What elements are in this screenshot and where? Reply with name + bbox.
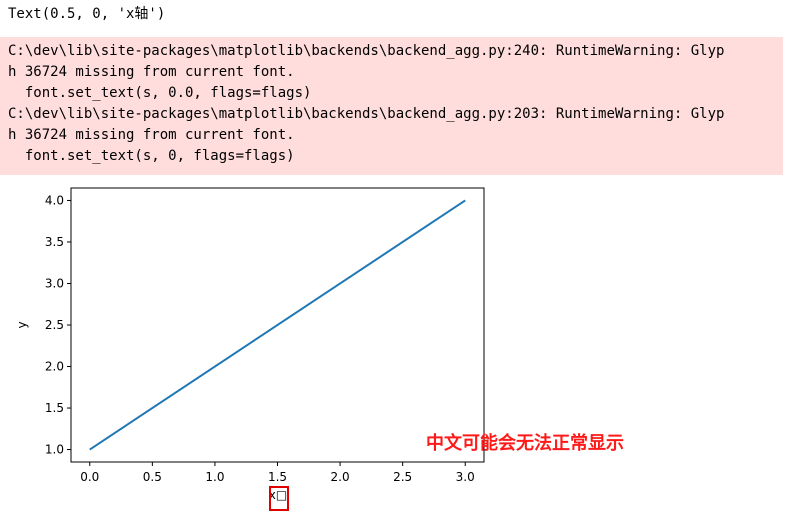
x-tick-label: 2.0	[331, 470, 350, 484]
y-tick-label: 2.0	[45, 360, 64, 374]
y-tick-label: 1.5	[45, 401, 64, 415]
annotation-text: 中文可能会无法正常显示	[426, 433, 624, 454]
y-tick-label: 2.5	[45, 318, 64, 332]
x-tick-label: 3.0	[456, 470, 475, 484]
stderr-line: C:\dev\lib\site-packages\matplotlib\back…	[8, 43, 725, 59]
stderr-line: h 36724 missing from current font.	[8, 64, 295, 80]
stderr-line: h 36724 missing from current font.	[8, 127, 295, 143]
x-tick-label: 0.0	[80, 470, 99, 484]
stderr-line: font.set_text(s, 0.0, flags=flags)	[8, 85, 312, 101]
output-return-value: Text(0.5, 0, 'x轴')	[8, 6, 166, 22]
stderr-line: font.set_text(s, 0, flags=flags)	[8, 148, 295, 164]
stderr-warning-block: C:\dev\lib\site-packages\matplotlib\back…	[0, 37, 783, 175]
y-axis-label: y	[15, 321, 29, 328]
y-tick-label: 3.5	[45, 235, 64, 249]
x-tick-label: 0.5	[143, 470, 162, 484]
x-tick-label: 1.5	[268, 470, 287, 484]
y-tick-label: 4.0	[45, 193, 64, 207]
y-tick-label: 1.0	[45, 443, 64, 457]
stderr-line: C:\dev\lib\site-packages\matplotlib\back…	[8, 106, 725, 122]
x-tick-label: 2.5	[393, 470, 412, 484]
x-tick-label: 1.0	[205, 470, 224, 484]
line-chart: 0.0 0.5 1.0 1.5 2.0 2.5 3.0 1.0 1.5 2.0 2.5 3.0 3.5 4…	[15, 187, 485, 511]
x-axis-label: x□	[269, 488, 287, 502]
series-line	[89, 199, 466, 451]
y-tick-label: 3.0	[45, 276, 64, 290]
missing-glyph-highlight-box	[269, 486, 289, 511]
